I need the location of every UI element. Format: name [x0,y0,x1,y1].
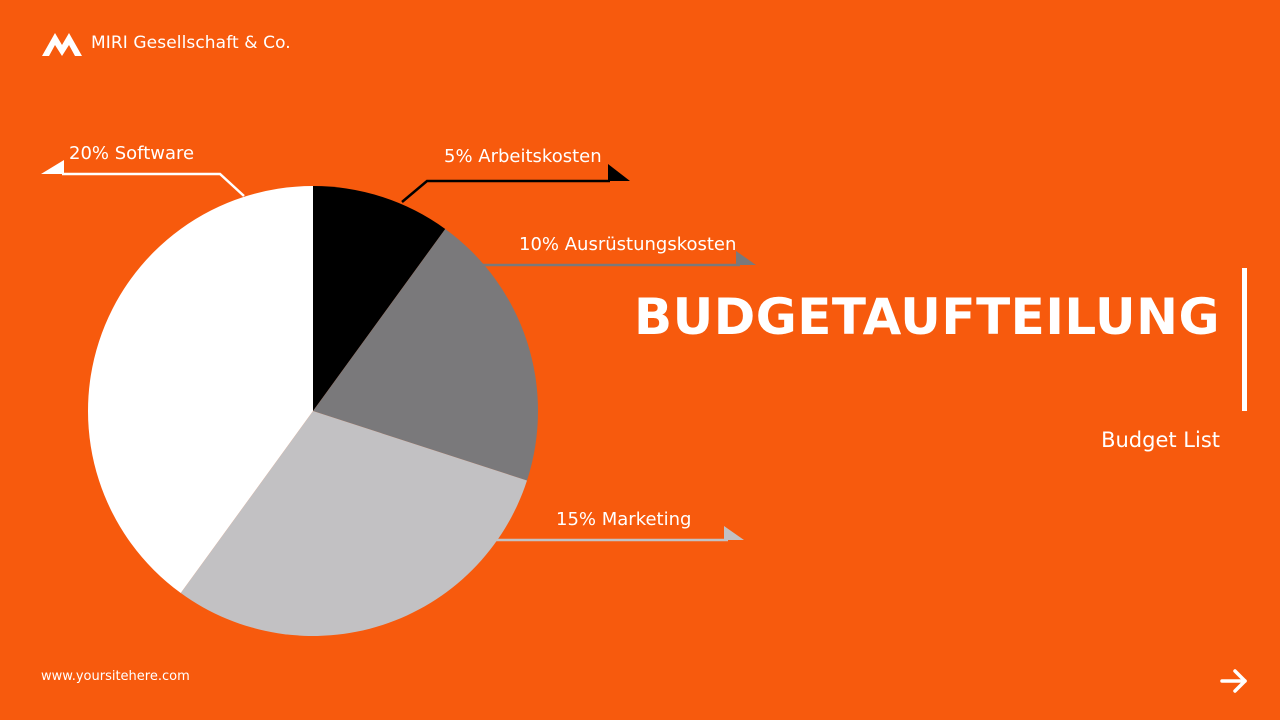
title-accent-bar [1242,268,1247,411]
pie-slice-ausruestungskosten [313,228,539,481]
website-link[interactable]: www.yoursitehere.com [41,669,190,684]
software-leader-arrow [41,160,64,174]
arbeitskosten-leader-line [401,179,610,203]
slice-label-marketing: 15% Marketing [556,509,691,530]
pie-slice-arbeitskosten [313,186,446,411]
software-leader-line [62,172,245,197]
mountain-logo-icon [42,33,82,56]
slice-label-ausruestungskosten: 10% Ausrüstungskosten [519,234,736,255]
ausruestungskosten-leader-arrow [736,251,756,265]
slice-label-software: 20% Software [69,143,194,164]
page-subtitle: Budget List [1101,428,1220,452]
brand: MIRI Gesellschaft & Co. [41,29,291,57]
brand-name: MIRI Gesellschaft & Co. [91,33,291,53]
pie-slice-software [88,186,313,594]
slice-label-arbeitskosten: 5% Arbeitskosten [444,146,602,167]
page-title: BUDGETAUFTEILUNG [634,288,1220,346]
arbeitskosten-leader-arrow [608,164,630,181]
marketing-leader-arrow [724,526,744,540]
pie-slice-marketing [180,411,527,637]
arrow-right-icon[interactable] [1218,666,1250,696]
